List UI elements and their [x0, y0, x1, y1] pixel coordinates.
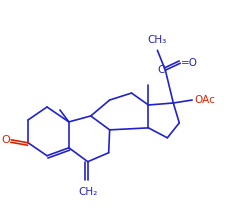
Text: CH₂: CH₂ [78, 187, 97, 197]
Text: =O: =O [180, 58, 197, 68]
Text: CH₃: CH₃ [147, 35, 166, 45]
Text: OAc: OAc [193, 95, 214, 105]
Text: O: O [1, 135, 10, 145]
Text: C: C [156, 65, 164, 75]
